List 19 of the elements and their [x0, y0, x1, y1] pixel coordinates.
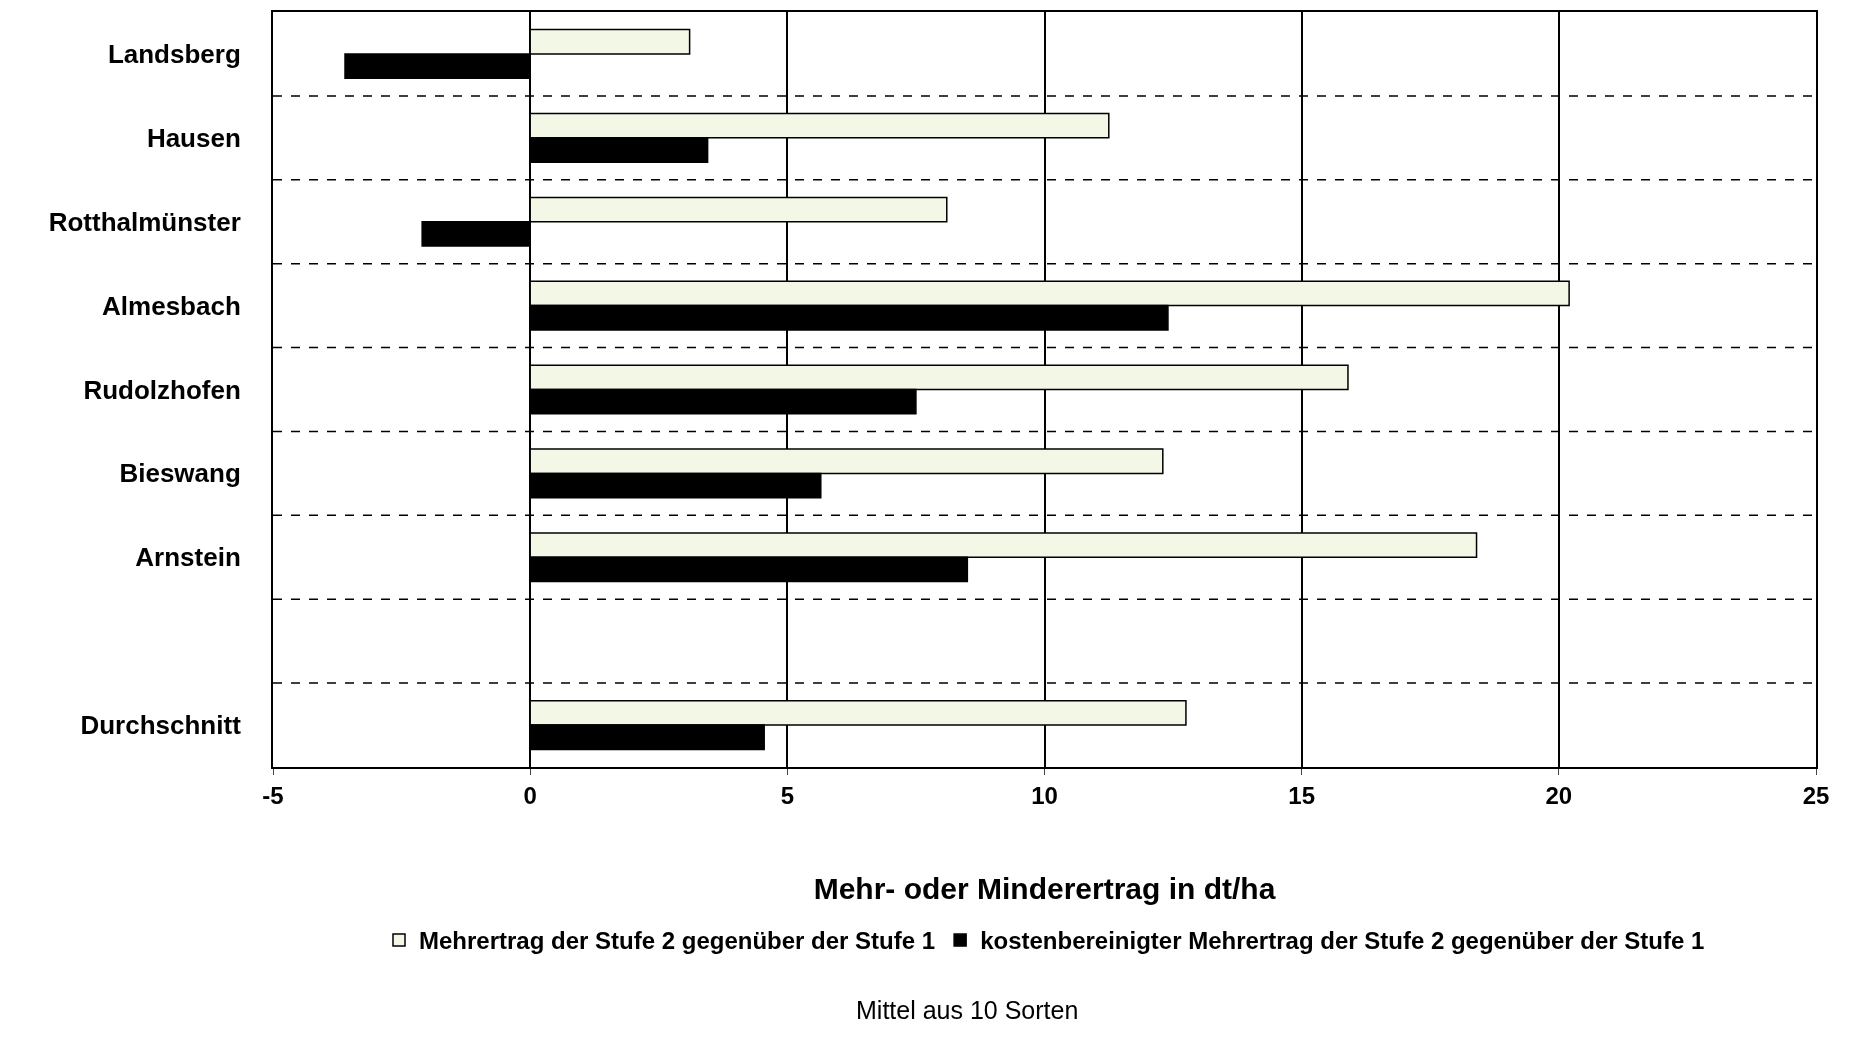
- text: Mittel aus 10 Sorten: [856, 996, 1079, 1024]
- legend-label: kostenbereinigter Mehrertrag der Stufe 2 gegenüber der Stufe 1: [980, 927, 1705, 955]
- y-tick-label: Rotthalmünster: [48, 206, 241, 237]
- y-tick-label: Landsberg: [107, 39, 241, 70]
- x-tick-label: 10: [1031, 781, 1058, 809]
- x-tick-label: 25: [1802, 781, 1830, 809]
- x-tick-label: 15: [1288, 781, 1316, 809]
- y-tick-label: Rudolzhofen: [83, 374, 241, 405]
- x-axis-title: Mehr- oder Minderertrag in dt/ha: [813, 871, 1276, 905]
- y-tick-label: Bieswang: [119, 458, 241, 489]
- y-tick-label: Durchschnitt: [80, 710, 242, 741]
- y-tick-label: Arnstein: [135, 542, 241, 573]
- x-tick-label: 5: [780, 781, 795, 809]
- legend-label: Mehrertrag der Stufe 2 gegenüber der Stufe 1: [419, 927, 936, 955]
- x-tick-label: -5: [262, 781, 284, 809]
- y-tick-label: Almesbach: [102, 290, 241, 321]
- x-tick-label: 0: [523, 781, 537, 809]
- y-tick-label: Hausen: [146, 122, 241, 153]
- x-tick-label: 20: [1545, 781, 1573, 809]
